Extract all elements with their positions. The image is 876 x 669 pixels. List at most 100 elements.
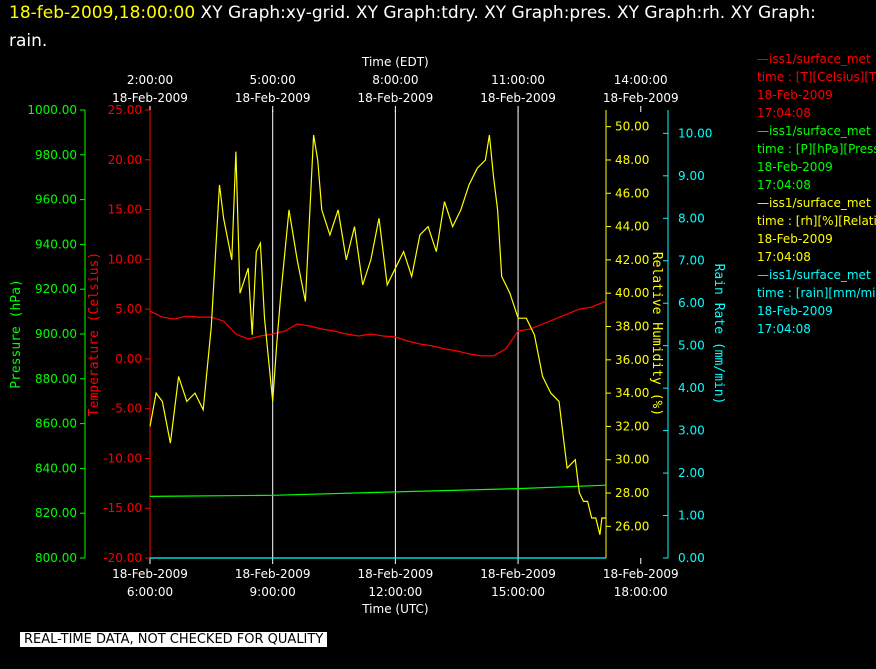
temperature-tick-label: 10.00: [108, 252, 142, 266]
x-tick-label-edt-date: 18-Feb-2009: [235, 91, 311, 105]
pressure-axis-label: Pressure (hPa): [9, 279, 24, 389]
x-tick-label-utc-time: 18:00:00: [614, 585, 668, 599]
quality-disclaimer: REAL-TIME DATA, NOT CHECKED FOR QUALITY: [20, 632, 328, 647]
rain-tick-label: 0.00: [678, 551, 705, 565]
x-tick-label-edt-time: 11:00:00: [491, 73, 545, 87]
temperature-axis-label: Temperature (Celsius): [87, 252, 102, 416]
humidity-tick-label: 26.00: [615, 519, 649, 533]
humidity-tick-label: 36.00: [615, 353, 649, 367]
legend-entry-text: 17:04:08: [757, 178, 811, 192]
pressure-tick-label: 1000.00: [27, 103, 77, 117]
legend-entry-text: 17:04:08: [757, 106, 811, 120]
legend-entry-text: —iss1/surface_met: [757, 196, 871, 210]
temperature-tick-label: 25.00: [108, 103, 142, 117]
temperature-tick-label: 20.00: [108, 153, 142, 167]
x-tick-label-edt-date: 18-Feb-2009: [603, 91, 679, 105]
pressure-tick-label: 920.00: [35, 282, 77, 296]
humidity-tick-label: 34.00: [615, 386, 649, 400]
legend-entry-text: 17:04:08: [757, 322, 811, 336]
series-line-humidity: [149, 134, 606, 535]
rain-axis-label: Rain Rate (mm/min): [711, 264, 726, 405]
temperature-tick-label: 15.00: [108, 203, 142, 217]
legend-entry-text: time : [P][hPa][Press: [757, 142, 876, 156]
rain-tick-label: 5.00: [678, 339, 705, 353]
legend-entry-text: —iss1/surface_met: [757, 52, 871, 66]
x-tick-label-utc-time: 9:00:00: [250, 585, 296, 599]
rain-tick-label: 1.00: [678, 509, 705, 523]
pressure-tick-label: 900.00: [35, 327, 77, 341]
legend-entry-text: 18-Feb-2009: [757, 304, 833, 318]
legend-entry-text: 18-Feb-2009: [757, 160, 833, 174]
pressure-tick-label: 980.00: [35, 148, 77, 162]
rain-tick-label: 7.00: [678, 254, 705, 268]
pressure-tick-label: 860.00: [35, 417, 77, 431]
legend-entry-text: 18-Feb-2009: [757, 88, 833, 102]
rain-tick-label: 3.00: [678, 424, 705, 438]
humidity-tick-label: 32.00: [615, 419, 649, 433]
series-line-temperature: [149, 300, 607, 357]
rain-tick-label: 10.00: [678, 126, 712, 140]
temperature-tick-label: -5.00: [111, 402, 142, 416]
x-tick-label-utc-time: 12:00:00: [368, 585, 422, 599]
pressure-tick-label: 820.00: [35, 506, 77, 520]
humidity-tick-label: 50.00: [615, 120, 649, 134]
x-tick-label-edt-time: 5:00:00: [250, 73, 296, 87]
pressure-tick-label: 840.00: [35, 461, 77, 475]
rain-tick-label: 6.00: [678, 296, 705, 310]
x-tick-label-edt-date: 18-Feb-2009: [112, 91, 188, 105]
humidity-tick-label: 48.00: [615, 153, 649, 167]
temperature-tick-label: 0.00: [115, 352, 142, 366]
x-tick-label-utc-date: 18-Feb-2009: [235, 567, 311, 581]
legend-entry-text: 17:04:08: [757, 250, 811, 264]
temperature-tick-label: -10.00: [103, 451, 142, 465]
legend-entry-text: time : [rh][%][Relati: [757, 214, 876, 228]
rain-tick-label: 8.00: [678, 211, 705, 225]
legend-entry-text: —iss1/surface_met: [757, 124, 871, 138]
x-axis-label-utc: Time (UTC): [361, 602, 428, 616]
rain-tick-label: 2.00: [678, 466, 705, 480]
x-tick-label-edt-time: 8:00:00: [372, 73, 418, 87]
humidity-tick-label: 44.00: [615, 220, 649, 234]
x-tick-label-utc-date: 18-Feb-2009: [358, 567, 434, 581]
temperature-tick-label: 5.00: [115, 302, 142, 316]
x-tick-label-edt-time: 14:00:00: [614, 73, 668, 87]
x-tick-label-utc-date: 18-Feb-2009: [603, 567, 679, 581]
pressure-tick-label: 940.00: [35, 237, 77, 251]
legend-entry-text: —iss1/surface_met: [757, 268, 871, 282]
x-tick-label-utc-date: 18-Feb-2009: [480, 567, 556, 581]
chart-title-line-1: 18-feb-2009,18:00:00 XY Graph:xy-grid. X…: [9, 3, 816, 23]
humidity-tick-label: 40.00: [615, 286, 649, 300]
series-line-pressure: [149, 484, 607, 497]
graph-list: XY Graph:xy-grid. XY Graph:tdry. XY Grap…: [195, 3, 816, 23]
temperature-tick-label: -15.00: [103, 501, 142, 515]
rain-tick-label: 9.00: [678, 169, 705, 183]
x-tick-label-utc-time: 6:00:00: [127, 585, 173, 599]
chart-timestamp: 18-feb-2009,18:00:00: [9, 3, 196, 23]
pressure-tick-label: 960.00: [35, 193, 77, 207]
temperature-tick-label: -20.00: [103, 551, 142, 565]
legend-entry-text: time : [rain][mm/min: [757, 286, 876, 300]
legend-entry-text: 18-Feb-2009: [757, 232, 833, 246]
x-tick-label-utc-date: 18-Feb-2009: [112, 567, 188, 581]
x-axis-label-edt: Time (EDT): [361, 55, 429, 69]
humidity-tick-label: 28.00: [615, 486, 649, 500]
pressure-tick-label: 880.00: [35, 372, 77, 386]
humidity-tick-label: 46.00: [615, 186, 649, 200]
x-tick-label-edt-date: 18-Feb-2009: [480, 91, 556, 105]
humidity-axis-label: Relative Humidity (%): [649, 252, 664, 416]
humidity-tick-label: 42.00: [615, 253, 649, 267]
x-tick-label-edt-date: 18-Feb-2009: [358, 91, 434, 105]
x-tick-label-edt-time: 2:00:00: [127, 73, 173, 87]
pressure-tick-label: 800.00: [35, 551, 77, 565]
chart-title-line-2: rain.: [9, 31, 48, 51]
legend-entry-text: time : [T][Celsius][T: [757, 70, 876, 84]
humidity-tick-label: 30.00: [615, 453, 649, 467]
x-tick-label-utc-time: 15:00:00: [491, 585, 545, 599]
rain-tick-label: 4.00: [678, 381, 705, 395]
humidity-tick-label: 38.00: [615, 320, 649, 334]
